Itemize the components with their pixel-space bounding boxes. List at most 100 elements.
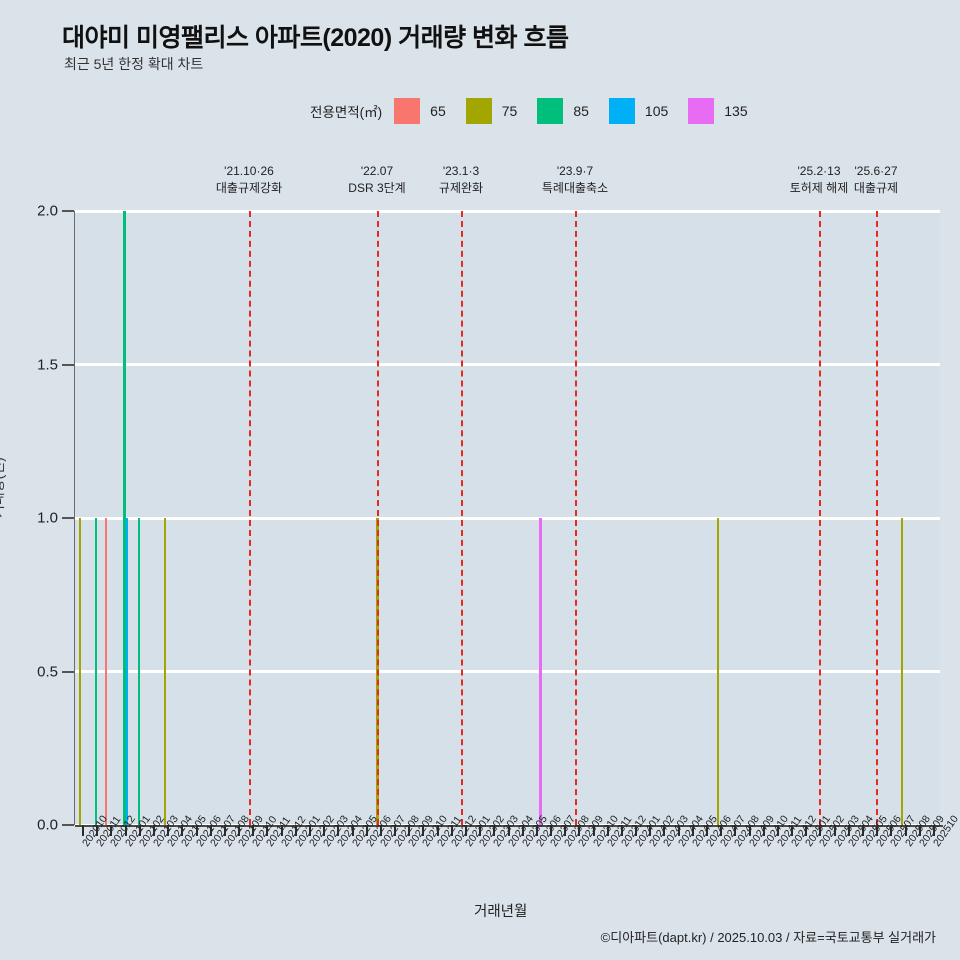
x-tick-mark xyxy=(706,825,709,836)
x-tick-mark xyxy=(464,825,467,836)
bar[interactable] xyxy=(78,518,81,825)
bar[interactable] xyxy=(901,518,904,825)
bar[interactable] xyxy=(539,518,542,825)
legend-items: 65 75 85 105 135 xyxy=(394,98,767,124)
event-date: '21.10·26 xyxy=(224,164,274,178)
y-tick-mark xyxy=(62,363,74,366)
legend-item-105[interactable]: 105 xyxy=(608,98,682,124)
legend-item-65[interactable]: 65 xyxy=(394,98,460,124)
page-subtitle: 최근 5년 한정 확대 차트 xyxy=(64,56,204,72)
legend-item-label: 135 xyxy=(724,103,748,119)
y-tick-label: 0.0 xyxy=(37,816,58,834)
legend-item-label: 75 xyxy=(501,103,518,119)
legend-item-75[interactable]: 75 xyxy=(465,98,532,124)
x-tick-mark xyxy=(833,825,836,836)
bar[interactable] xyxy=(125,518,129,825)
x-tick-mark xyxy=(379,825,382,836)
x-tick-mark xyxy=(252,825,255,836)
x-tick-mark xyxy=(819,825,822,836)
x-tick-mark xyxy=(862,825,864,836)
x-tick-mark xyxy=(96,825,99,836)
gridline xyxy=(75,516,940,520)
x-tick-mark xyxy=(294,825,297,836)
x-tick-mark xyxy=(606,825,609,836)
x-tick-mark xyxy=(776,825,779,836)
legend-item-135[interactable]: 135 xyxy=(688,98,761,124)
x-tick-mark xyxy=(762,825,765,836)
page-title: 대야미 미영팰리스 아파트(2020) 거래량 변화 흐름 xyxy=(62,24,569,52)
event-text: 토허제 해제 xyxy=(789,181,849,196)
x-tick-mark xyxy=(450,825,453,836)
x-tick-mark xyxy=(351,825,354,836)
legend: 전용면적(㎡) 65 75 85 105 135 xyxy=(310,98,768,124)
x-tick-mark xyxy=(592,825,595,836)
legend-item-label: 65 xyxy=(430,103,446,119)
x-tick-mark xyxy=(620,825,623,836)
event-line-4 xyxy=(819,211,821,825)
event-date: '22.07 xyxy=(360,164,394,178)
x-tick-mark xyxy=(932,825,935,836)
event-annotation-2: '23.1·3 규제완화 xyxy=(381,163,541,198)
x-tick-mark xyxy=(918,825,921,836)
x-tick-mark xyxy=(904,825,907,836)
legend-item-label: 105 xyxy=(644,103,669,119)
bar[interactable] xyxy=(716,518,720,825)
x-axis-title: 거래년월 xyxy=(474,904,528,920)
x-tick-mark xyxy=(578,825,581,836)
event-annotation-3: '23.9·7 특례대출축소 xyxy=(495,163,655,198)
footer-credit: ©디아파트(dapt.kr) / 2025.10.03 / 자료=국토교통부 실… xyxy=(600,930,936,945)
x-tick-mark xyxy=(365,825,368,836)
x-tick-mark xyxy=(748,825,751,836)
x-tick-mark xyxy=(890,825,893,836)
x-tick-mark xyxy=(82,825,85,836)
bar[interactable] xyxy=(137,518,140,825)
x-tick-mark xyxy=(223,825,226,836)
bar[interactable] xyxy=(163,518,166,825)
legend-swatch-icon xyxy=(537,98,564,124)
event-date: '23.1·3 xyxy=(442,164,480,178)
x-tick-mark xyxy=(337,825,340,836)
event-annotation-1: '22.07 DSR 3단계 xyxy=(297,163,457,198)
event-line-1 xyxy=(377,211,379,825)
event-text: DSR 3단계 xyxy=(348,181,406,196)
x-tick-mark xyxy=(649,825,652,836)
legend-item-85[interactable]: 85 xyxy=(537,98,603,124)
x-tick-mark xyxy=(422,825,425,836)
x-tick-mark xyxy=(394,825,397,836)
x-tick-mark xyxy=(436,825,439,836)
bar[interactable] xyxy=(123,211,126,825)
event-text: 대출규제강화 xyxy=(215,181,283,196)
x-tick-mark xyxy=(493,825,496,836)
x-tick-mark xyxy=(181,825,184,836)
x-tick-mark xyxy=(564,825,567,836)
x-tick-mark xyxy=(238,825,241,836)
plot-area xyxy=(75,209,940,827)
x-tick-mark xyxy=(124,825,127,836)
legend-item-label: 85 xyxy=(573,103,589,119)
y-tick-mark xyxy=(62,824,74,826)
y-tick-label: 1.5 xyxy=(37,356,58,373)
legend-swatch-icon xyxy=(688,98,715,124)
y-axis-title: 거래량(건) xyxy=(0,457,6,518)
y-tick-mark xyxy=(62,517,74,519)
legend-swatch-icon xyxy=(465,98,492,124)
x-tick-mark xyxy=(847,825,850,836)
event-date: '25.6·27 xyxy=(854,164,898,178)
y-tick-label: 1.0 xyxy=(37,509,58,527)
x-tick-mark xyxy=(195,825,198,836)
x-tick-mark xyxy=(280,825,283,836)
x-tick-mark xyxy=(535,825,538,836)
y-tick-label: 0.5 xyxy=(37,663,58,680)
bar[interactable] xyxy=(95,518,98,825)
x-tick-mark xyxy=(479,825,482,836)
x-tick-mark xyxy=(507,825,510,836)
x-tick-mark xyxy=(691,825,694,836)
legend-swatch-icon xyxy=(608,98,635,124)
bar[interactable] xyxy=(104,518,107,825)
event-text: 특례대출축소 xyxy=(541,181,609,196)
y-tick-label: 2.0 xyxy=(37,202,58,220)
event-line-2 xyxy=(461,211,463,825)
event-line-0 xyxy=(249,211,251,825)
event-line-3 xyxy=(575,211,577,825)
